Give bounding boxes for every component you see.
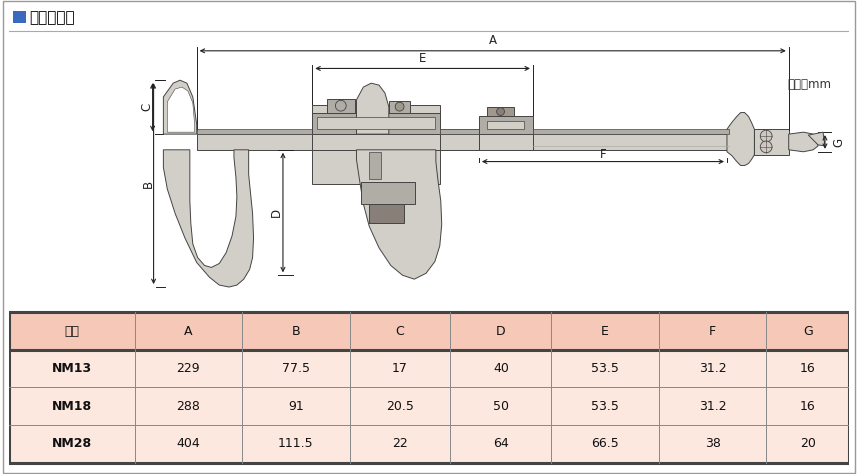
- Text: A: A: [184, 325, 193, 337]
- Bar: [14, 10, 26, 23]
- Text: 64: 64: [493, 438, 509, 450]
- Text: D: D: [269, 208, 282, 217]
- Text: 17: 17: [392, 362, 408, 375]
- Text: A: A: [489, 34, 497, 47]
- Polygon shape: [163, 150, 254, 287]
- Text: 38: 38: [704, 438, 721, 450]
- Text: 53.5: 53.5: [591, 400, 619, 413]
- Text: 符号: 符号: [64, 325, 79, 337]
- Text: 31.2: 31.2: [698, 362, 727, 375]
- Bar: [9, 425, 849, 463]
- Circle shape: [760, 141, 772, 153]
- Bar: [317, 118, 435, 129]
- Polygon shape: [727, 112, 754, 165]
- Text: C: C: [396, 325, 404, 337]
- Bar: [479, 124, 533, 150]
- Text: 111.5: 111.5: [278, 438, 314, 450]
- Text: F: F: [709, 325, 716, 337]
- Text: 20.5: 20.5: [386, 400, 414, 413]
- Text: D: D: [496, 325, 505, 337]
- Text: 77.5: 77.5: [282, 362, 310, 375]
- Text: 229: 229: [177, 362, 200, 375]
- Polygon shape: [163, 80, 196, 134]
- Bar: [369, 152, 381, 179]
- Bar: [196, 129, 500, 134]
- Text: 16: 16: [800, 400, 816, 413]
- Circle shape: [335, 100, 346, 111]
- Text: 外観寸法図: 外観寸法図: [29, 10, 75, 26]
- Polygon shape: [167, 87, 195, 132]
- Bar: [196, 134, 782, 150]
- Bar: [486, 107, 514, 117]
- Polygon shape: [789, 132, 819, 152]
- Bar: [312, 150, 440, 184]
- Text: G: G: [803, 325, 813, 337]
- Bar: [312, 105, 440, 150]
- Text: G: G: [833, 137, 846, 146]
- Polygon shape: [356, 83, 389, 134]
- Text: 20: 20: [800, 438, 816, 450]
- Circle shape: [497, 108, 505, 116]
- Text: E: E: [419, 52, 426, 64]
- Bar: [369, 204, 404, 223]
- Bar: [9, 388, 849, 425]
- Bar: [327, 99, 354, 112]
- Text: NM13: NM13: [51, 362, 92, 375]
- Text: C: C: [140, 103, 154, 111]
- Text: 22: 22: [392, 438, 408, 450]
- Text: 40: 40: [493, 362, 509, 375]
- Polygon shape: [356, 150, 442, 279]
- Bar: [312, 112, 440, 134]
- Text: 66.5: 66.5: [591, 438, 619, 450]
- Bar: [533, 134, 729, 150]
- Text: NM18: NM18: [51, 400, 92, 413]
- Text: 288: 288: [177, 400, 201, 413]
- Bar: [533, 129, 729, 134]
- Text: 31.2: 31.2: [698, 400, 727, 413]
- Bar: [754, 129, 789, 155]
- Text: 16: 16: [800, 362, 816, 375]
- Bar: [479, 117, 533, 134]
- Text: F: F: [600, 147, 607, 161]
- Circle shape: [396, 102, 404, 111]
- Text: NM28: NM28: [51, 438, 92, 450]
- Bar: [9, 350, 849, 388]
- Bar: [440, 134, 479, 150]
- Bar: [389, 101, 410, 112]
- Text: 91: 91: [288, 400, 304, 413]
- Polygon shape: [808, 132, 825, 146]
- Text: 53.5: 53.5: [591, 362, 619, 375]
- Bar: [486, 121, 524, 129]
- Bar: [440, 129, 479, 134]
- Text: 404: 404: [177, 438, 200, 450]
- Text: E: E: [601, 325, 609, 337]
- Text: B: B: [292, 325, 300, 337]
- Text: 単位：mm: 単位：mm: [788, 78, 832, 91]
- Text: B: B: [142, 180, 155, 188]
- Bar: [9, 312, 849, 350]
- Text: 50: 50: [493, 400, 509, 413]
- Bar: [361, 182, 415, 204]
- Circle shape: [760, 130, 772, 142]
